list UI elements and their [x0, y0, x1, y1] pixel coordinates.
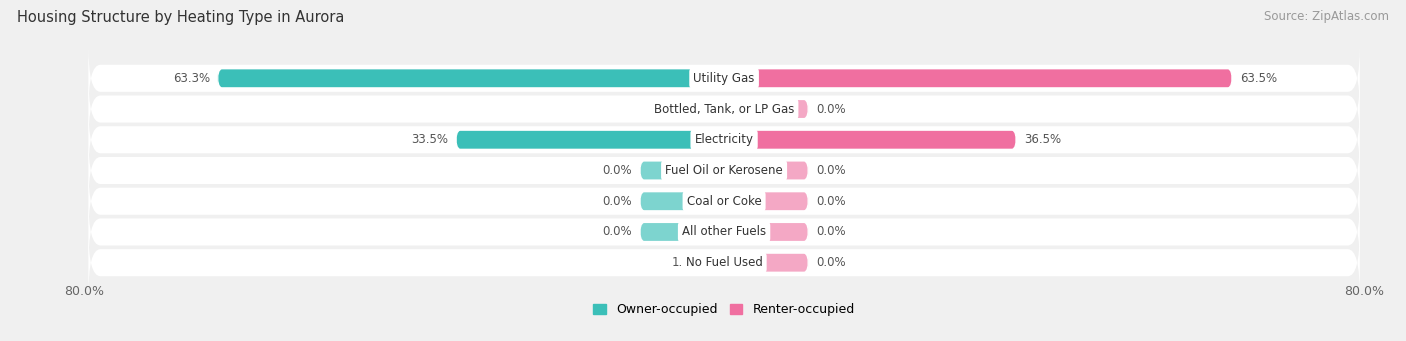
FancyBboxPatch shape: [724, 100, 808, 118]
Text: 1.5%: 1.5%: [675, 103, 704, 116]
FancyBboxPatch shape: [724, 162, 808, 179]
FancyBboxPatch shape: [456, 131, 724, 149]
Text: Utility Gas: Utility Gas: [693, 72, 755, 85]
FancyBboxPatch shape: [640, 162, 724, 179]
Text: No Fuel Used: No Fuel Used: [686, 256, 762, 269]
Text: 63.3%: 63.3%: [173, 72, 209, 85]
FancyBboxPatch shape: [218, 69, 724, 87]
Text: 0.0%: 0.0%: [603, 225, 633, 238]
FancyBboxPatch shape: [89, 76, 1360, 142]
Text: 1.8%: 1.8%: [672, 256, 702, 269]
Text: 0.0%: 0.0%: [815, 103, 845, 116]
FancyBboxPatch shape: [724, 131, 1017, 149]
FancyBboxPatch shape: [724, 69, 1232, 87]
Text: 0.0%: 0.0%: [815, 164, 845, 177]
FancyBboxPatch shape: [89, 46, 1360, 111]
FancyBboxPatch shape: [711, 100, 724, 118]
Text: 36.5%: 36.5%: [1024, 133, 1062, 146]
FancyBboxPatch shape: [724, 254, 808, 272]
FancyBboxPatch shape: [724, 192, 808, 210]
Text: 0.0%: 0.0%: [603, 164, 633, 177]
FancyBboxPatch shape: [89, 230, 1360, 295]
Legend: Owner-occupied, Renter-occupied: Owner-occupied, Renter-occupied: [589, 298, 859, 321]
Text: Source: ZipAtlas.com: Source: ZipAtlas.com: [1264, 10, 1389, 23]
FancyBboxPatch shape: [89, 138, 1360, 203]
FancyBboxPatch shape: [89, 199, 1360, 265]
FancyBboxPatch shape: [710, 254, 724, 272]
Text: 0.0%: 0.0%: [815, 195, 845, 208]
Text: 0.0%: 0.0%: [815, 225, 845, 238]
Text: All other Fuels: All other Fuels: [682, 225, 766, 238]
Text: 0.0%: 0.0%: [603, 195, 633, 208]
Text: Fuel Oil or Kerosene: Fuel Oil or Kerosene: [665, 164, 783, 177]
Text: Coal or Coke: Coal or Coke: [686, 195, 762, 208]
FancyBboxPatch shape: [89, 107, 1360, 172]
Text: Bottled, Tank, or LP Gas: Bottled, Tank, or LP Gas: [654, 103, 794, 116]
FancyBboxPatch shape: [640, 223, 724, 241]
FancyBboxPatch shape: [640, 192, 724, 210]
Text: 33.5%: 33.5%: [411, 133, 449, 146]
FancyBboxPatch shape: [89, 169, 1360, 234]
Text: 63.5%: 63.5%: [1240, 72, 1277, 85]
Text: Electricity: Electricity: [695, 133, 754, 146]
Text: 0.0%: 0.0%: [815, 256, 845, 269]
FancyBboxPatch shape: [724, 223, 808, 241]
Text: Housing Structure by Heating Type in Aurora: Housing Structure by Heating Type in Aur…: [17, 10, 344, 25]
